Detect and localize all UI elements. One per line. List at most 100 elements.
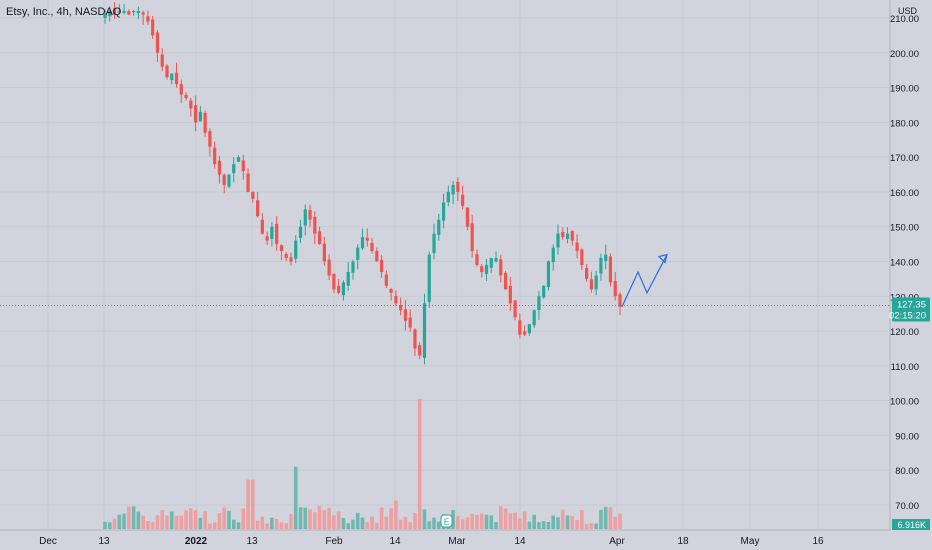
volume-bar	[541, 521, 546, 529]
volume-bar	[375, 522, 379, 529]
volume-bar	[475, 515, 479, 529]
volume-bar	[236, 522, 241, 529]
candle-body	[108, 11, 112, 17]
candle-body	[103, 14, 107, 18]
volume-bar	[513, 512, 517, 529]
candle-body	[246, 173, 250, 192]
price-tick-label: 150.00	[890, 223, 919, 234]
volume-bar	[556, 517, 560, 529]
volume-bar	[298, 507, 303, 529]
volume-bar	[470, 513, 474, 529]
volume-bar	[317, 506, 322, 529]
candle-body	[370, 242, 374, 252]
symbol-title: Etsy, Inc., 4h, NASDAQ	[6, 6, 122, 18]
volume-bar	[179, 515, 184, 529]
volume-bar	[260, 516, 265, 529]
candle-body	[432, 233, 436, 254]
price-tick-label: 180.00	[890, 118, 919, 129]
candle-body	[441, 202, 446, 221]
candle-body	[518, 320, 522, 335]
price-tick-label: 80.00	[895, 466, 919, 477]
candle-body	[437, 219, 441, 235]
time-tick-label: Dec	[39, 536, 57, 547]
volume-bar	[551, 515, 556, 529]
candle-body	[503, 272, 508, 290]
price-tick-label: 140.00	[890, 258, 919, 269]
candle-body	[375, 250, 379, 262]
candlestick-series	[103, 2, 622, 365]
price-tick-label: 170.00	[890, 153, 919, 164]
volume-bar	[494, 522, 498, 529]
volume-bar	[398, 519, 403, 529]
candle-body	[227, 174, 231, 187]
time-tick-label: Apr	[609, 536, 625, 547]
earnings-marker-icon	[440, 514, 453, 528]
candle-body	[122, 11, 126, 13]
candle-body	[136, 11, 140, 14]
volume-bar	[498, 506, 503, 529]
candle-body	[565, 233, 570, 239]
candle-body	[217, 160, 222, 175]
candle-body	[546, 261, 551, 288]
time-axis[interactable]: Dec 13 2022 13 Feb 14 Mar 14 Apr 18 May 16	[0, 529, 890, 547]
price-tick-label: 160.00	[890, 188, 919, 199]
candle-body	[508, 285, 512, 304]
candle-body	[484, 264, 489, 274]
volume-bar	[208, 523, 212, 529]
time-tick-label: 18	[677, 536, 689, 547]
candle-body	[294, 240, 298, 259]
volume-bar	[518, 518, 522, 529]
volume-bar	[603, 506, 608, 529]
candle-body	[298, 226, 303, 238]
volume-bar	[422, 509, 427, 529]
volume-bar	[522, 511, 527, 529]
volume-bar	[117, 514, 122, 529]
candle-body	[618, 294, 622, 307]
volume-bar	[355, 512, 360, 529]
candle-body	[394, 296, 398, 304]
volume-bar	[165, 515, 169, 529]
candle-body	[179, 84, 183, 95]
time-tick-label: Feb	[325, 536, 343, 547]
candle-body	[155, 32, 160, 53]
candle-body	[499, 259, 503, 276]
candle-body	[589, 279, 593, 290]
price-tick-label: 200.00	[890, 49, 919, 60]
candle-body	[160, 54, 164, 67]
volume-bar	[203, 511, 207, 529]
projection-arrow-line[interactable]	[621, 254, 668, 307]
volume-bar	[103, 521, 107, 529]
candle-body	[170, 73, 174, 80]
candle-body	[451, 184, 455, 195]
volume-bar	[384, 516, 389, 529]
volume-bar	[484, 514, 489, 529]
price-tick-label: 190.00	[890, 84, 919, 95]
candle-body	[575, 242, 579, 252]
volume-bar	[341, 518, 346, 529]
volume-bar	[327, 507, 331, 529]
time-tick-label: 13	[246, 536, 258, 547]
time-tick-label: 13	[98, 536, 110, 547]
candle-body	[599, 258, 603, 274]
candle-body	[408, 317, 412, 328]
candle-body	[475, 254, 479, 265]
price-tick-label: 110.00	[891, 362, 919, 373]
volume-bar	[332, 515, 336, 529]
candle-body	[194, 105, 198, 123]
candle-body	[112, 8, 117, 15]
candle-body	[151, 19, 155, 36]
volume-bar	[589, 523, 594, 529]
earnings-marker-letter: E	[444, 518, 449, 527]
candle-body	[470, 223, 474, 252]
volume-bar	[227, 510, 231, 529]
candle-body	[456, 182, 460, 192]
candle-body	[346, 271, 350, 286]
chart-grid	[0, 0, 890, 530]
price-tick-label: 90.00	[895, 431, 919, 442]
price-tick-label: 100.00	[890, 397, 919, 408]
candle-body	[556, 233, 560, 248]
candle-body	[303, 209, 307, 226]
